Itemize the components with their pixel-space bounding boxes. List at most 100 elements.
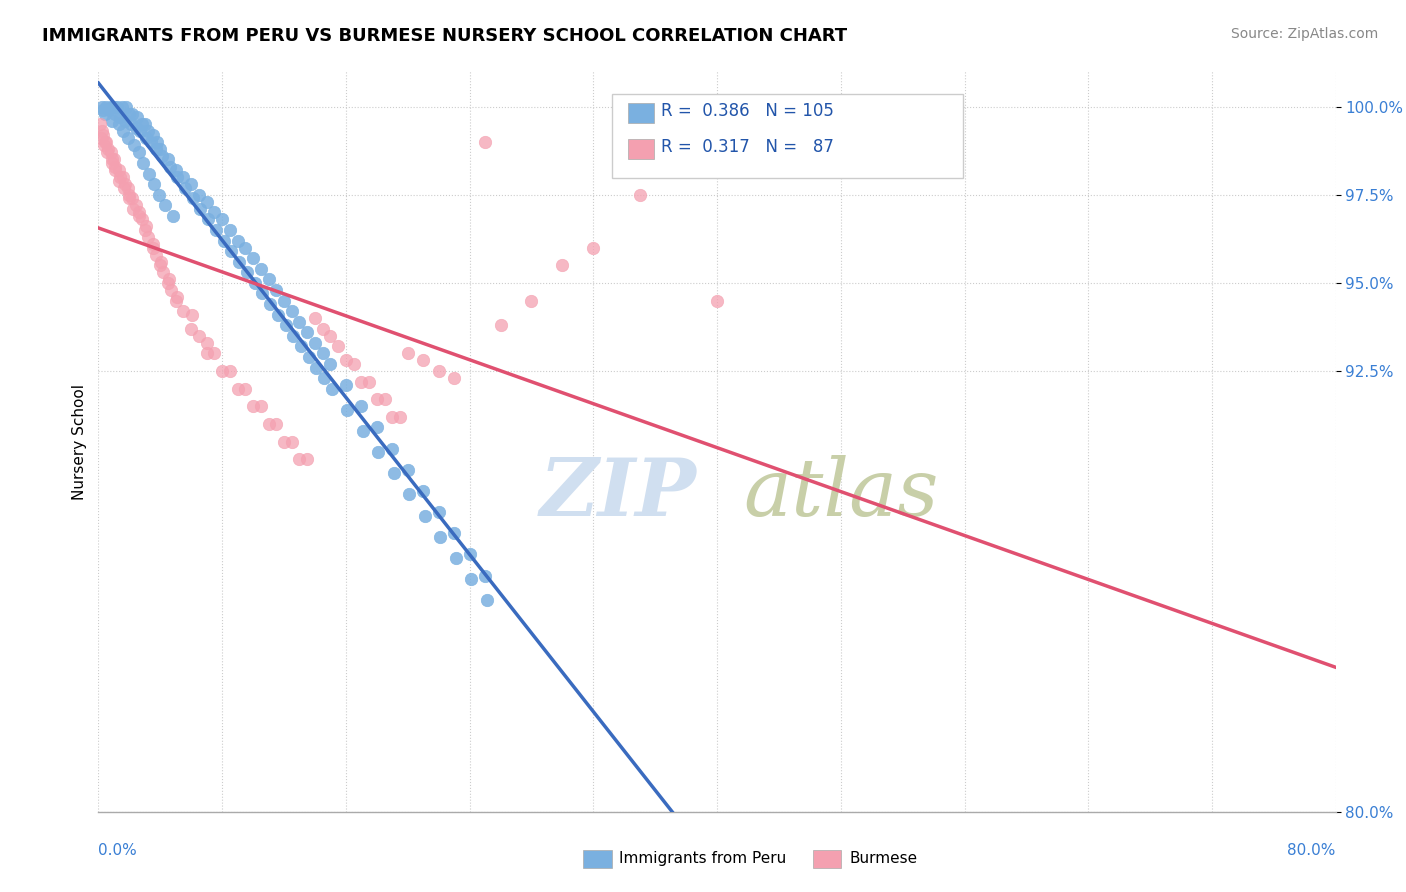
Point [250,261,273,276]
Point [96,100,118,114]
Point [374,392,396,407]
Point [204,205,226,219]
Point [134,223,156,237]
Point [366,420,388,434]
Point [273,434,295,449]
Point [181,191,204,205]
Point [139,135,162,149]
Point [236,265,259,279]
Point [259,297,281,311]
Point [153,198,176,212]
Point [127,110,149,124]
Text: Burmese: Burmese [849,851,917,865]
Point [312,322,335,336]
Point [122,138,145,153]
Point [226,234,249,248]
Point [475,593,498,607]
Point [264,283,288,297]
Point [336,402,359,417]
Point [235,241,257,255]
Point [96,145,118,160]
Point [297,452,319,467]
Point [118,187,141,202]
Point [204,346,226,360]
Point [321,382,343,396]
Text: atlas: atlas [744,455,938,533]
Point [89,117,111,131]
Point [474,568,496,582]
Point [381,442,404,456]
Point [205,223,228,237]
Point [117,191,139,205]
Point [104,106,127,120]
Text: R =  0.386   N = 105: R = 0.386 N = 105 [661,103,834,120]
Point [100,145,122,160]
Point [91,103,114,117]
Point [197,212,219,227]
Point [250,399,273,413]
Point [366,392,388,407]
Point [474,135,496,149]
Point [551,258,574,272]
Point [117,131,139,145]
Point [520,293,543,308]
Point [136,124,159,138]
Point [114,177,136,191]
Point [197,335,219,350]
Point [398,487,420,501]
Point [288,452,311,467]
Point [180,322,202,336]
Point [228,254,250,268]
Point [281,304,304,318]
Point [100,100,122,114]
Point [226,382,249,396]
Point [413,508,436,523]
Point [257,272,280,286]
Point [305,360,328,375]
Point [93,138,115,153]
Point [443,526,465,541]
Point [350,375,373,389]
Point [101,113,124,128]
Point [121,191,143,205]
Point [444,550,467,565]
Point [159,160,181,174]
Point [146,135,169,149]
Point [150,254,173,268]
Point [172,304,194,318]
Point [281,434,304,449]
Point [382,467,405,481]
Point [152,265,174,279]
Point [160,283,183,297]
Point [112,170,135,185]
Point [131,212,153,227]
Point [141,241,165,255]
Point [297,325,319,339]
Point [350,399,373,413]
Point [211,212,233,227]
Point [108,170,131,185]
Point [121,106,143,120]
Point [274,318,297,333]
Point [105,100,128,114]
Point [367,445,389,459]
Point [97,142,120,156]
Point [188,328,211,343]
Point [143,177,166,191]
Point [443,371,465,385]
Point [429,530,451,544]
Point [104,163,127,178]
Text: Source: ZipAtlas.com: Source: ZipAtlas.com [1230,27,1378,41]
Point [120,117,142,131]
Point [114,113,136,128]
Point [396,463,419,477]
Point [381,409,404,424]
Point [319,328,342,343]
Point [157,153,180,167]
Point [149,258,172,272]
Point [157,272,180,286]
Point [107,163,129,178]
Point [162,209,184,223]
Point [104,160,127,174]
Point [108,174,131,188]
